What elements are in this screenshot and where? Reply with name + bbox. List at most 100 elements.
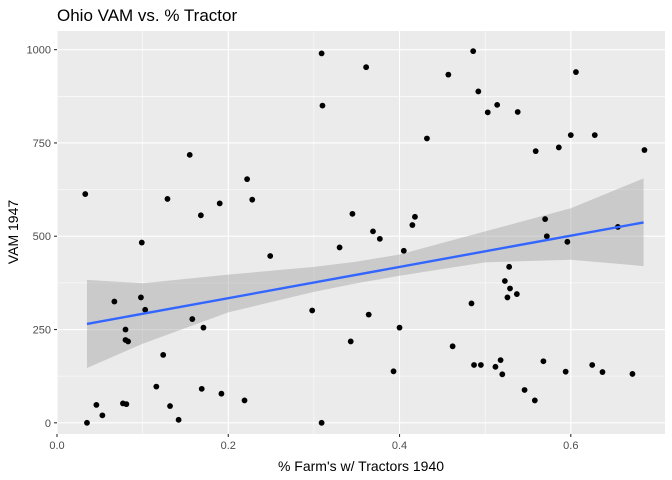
data-point: [542, 216, 549, 222]
y-tick-label: 500: [33, 231, 51, 243]
data-point: [216, 200, 223, 207]
major-gridlines: [56, 31, 665, 434]
data-point: [138, 239, 145, 246]
data-point: [564, 238, 571, 245]
minor-gridlines: [57, 31, 665, 434]
data-point: [400, 247, 407, 254]
y-tick-label: 0: [45, 418, 51, 430]
data-point: [200, 324, 207, 331]
data-point: [347, 338, 354, 345]
data-points: [82, 48, 648, 426]
data-point: [497, 357, 504, 364]
x-tick-label: 0.4: [392, 440, 407, 452]
data-point: [501, 278, 508, 284]
x-tick-label: 0.2: [221, 440, 236, 452]
data-point: [513, 291, 520, 297]
data-point: [125, 338, 131, 345]
data-point: [412, 213, 418, 220]
data-point: [111, 298, 118, 305]
data-point: [589, 362, 596, 368]
data-point: [370, 228, 376, 235]
data-point: [484, 109, 491, 116]
chart-title: Ohio VAM vs. % Tractor: [57, 6, 237, 25]
data-point: [142, 306, 149, 313]
data-point: [376, 235, 383, 242]
y-axis-title: VAM 1947: [5, 200, 21, 265]
data-point: [309, 307, 316, 314]
data-point: [123, 401, 130, 408]
data-point: [409, 222, 416, 228]
data-point: [521, 387, 528, 393]
data-point: [543, 233, 550, 240]
data-point: [198, 385, 205, 392]
data-point: [531, 397, 538, 404]
data-point: [506, 263, 513, 270]
data-point: [365, 311, 372, 318]
data-point: [499, 371, 506, 378]
data-point: [514, 109, 521, 115]
data-point: [186, 151, 193, 158]
data-point: [507, 285, 513, 292]
data-point: [562, 368, 569, 375]
data-point: [363, 64, 370, 71]
data-point: [555, 144, 562, 151]
y-tick-label: 750: [33, 138, 51, 150]
data-point: [218, 390, 225, 397]
data-point: [532, 148, 539, 155]
data-point: [138, 294, 144, 301]
data-point: [267, 253, 274, 259]
y-tick-label: 1000: [27, 45, 51, 57]
data-point: [540, 358, 547, 365]
x-axis-ticks: 0.0 0.2 0.4 0.6: [49, 434, 578, 452]
data-point: [197, 212, 204, 219]
data-point: [567, 132, 574, 139]
data-point: [494, 101, 501, 108]
x-axis-title: % Farm's w/ Tractors 1940: [278, 458, 444, 474]
data-point: [175, 416, 182, 423]
data-point: [93, 401, 100, 408]
data-point: [241, 397, 248, 404]
y-axis-ticks: 0 250 500 750 1000: [27, 45, 57, 430]
x-tick-label: 0.6: [563, 440, 578, 452]
data-point: [629, 371, 636, 377]
data-point: [319, 102, 326, 109]
data-point: [591, 132, 598, 139]
data-point: [470, 48, 477, 55]
fit-line-layer: [86, 221, 644, 326]
data-point: [122, 326, 129, 333]
y-tick-label: 250: [33, 325, 51, 337]
data-point: [349, 210, 356, 217]
data-point: [641, 147, 648, 153]
x-tick-label: 0.0: [49, 440, 64, 452]
data-point: [492, 363, 499, 370]
data-point: [189, 316, 196, 322]
data-point: [445, 71, 452, 78]
data-point: [477, 362, 484, 368]
data-point: [164, 196, 171, 202]
data-point: [599, 369, 606, 375]
data-point: [424, 135, 430, 142]
data-point: [396, 324, 403, 331]
plot-panel: [57, 31, 665, 434]
data-point: [318, 419, 325, 426]
data-point: [167, 403, 173, 409]
data-point: [318, 50, 325, 57]
data-point: [84, 419, 90, 426]
data-point: [471, 362, 477, 368]
fit-line: [86, 221, 644, 326]
data-point: [153, 383, 160, 390]
data-point: [336, 244, 343, 251]
data-point: [390, 368, 397, 375]
data-point: [99, 412, 106, 419]
data-point: [244, 176, 251, 183]
data-point: [449, 343, 456, 350]
data-point: [573, 69, 579, 75]
data-point: [468, 300, 475, 307]
data-point: [82, 191, 89, 197]
data-point: [249, 196, 256, 203]
data-point: [160, 351, 167, 358]
data-point: [475, 88, 482, 95]
data-point: [504, 294, 511, 301]
